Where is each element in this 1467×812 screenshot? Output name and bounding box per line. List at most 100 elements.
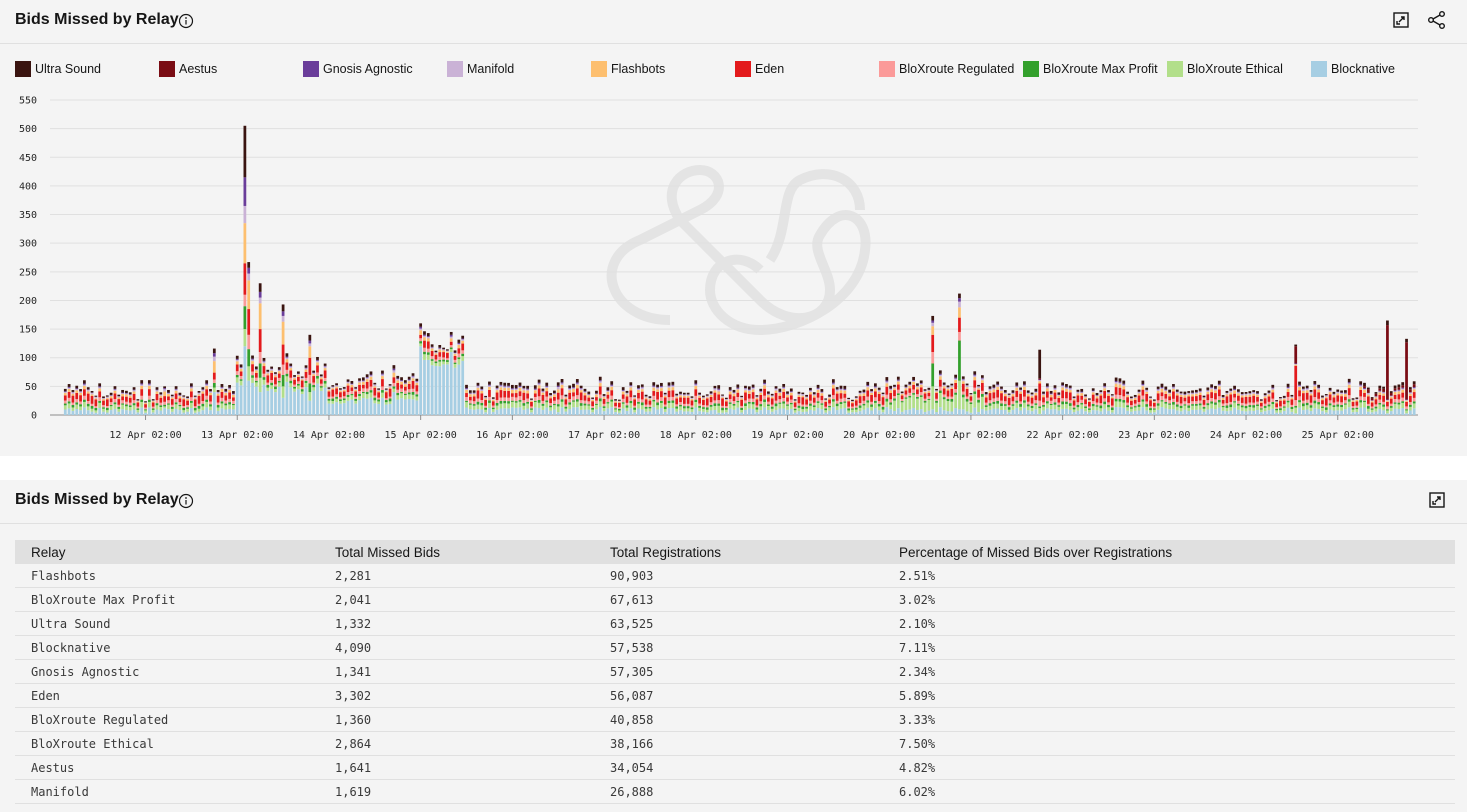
bar-segment-bloxroute-ethical <box>1183 405 1187 410</box>
bar-segment-gnosis-agnostic <box>400 380 403 381</box>
bar-segment-bloxroute-ethical <box>274 389 277 393</box>
bar-segment-ultra-sound <box>602 394 606 396</box>
bar-segment-bloxroute-ethical <box>339 401 342 404</box>
bar-segment-blocknative <box>174 408 178 415</box>
bar-segment-bloxroute-ethical <box>732 405 736 410</box>
maximize-icon[interactable] <box>1391 10 1411 30</box>
cell-registrations: 57,305 <box>594 659 883 684</box>
bar-segment-blocknative <box>927 410 931 415</box>
bar-segment-bloxroute-max-profit <box>1030 405 1034 408</box>
bar-segment-ultra-sound <box>522 385 526 389</box>
bar-segment-bloxroute-ethical <box>335 398 338 403</box>
bar-segment-gnosis-agnostic <box>1363 388 1366 390</box>
bar-segment-bloxroute-regulated <box>702 405 705 408</box>
column-header-total-registrations[interactable]: Total Registrations <box>594 540 883 564</box>
bar-segment-ultra-sound <box>339 388 342 390</box>
table-title: Bids Missed by Relay <box>15 491 179 508</box>
bar-segment-blocknative <box>606 408 610 415</box>
bar-segment-ultra-sound <box>789 388 793 392</box>
bar-segment-manifold <box>472 393 476 395</box>
bar-segment-bloxroute-ethical <box>468 404 472 410</box>
bar-segment-flashbots <box>1088 400 1091 402</box>
bar-segment-gnosis-agnostic <box>1217 383 1221 385</box>
bar-segment-blocknative <box>270 388 274 415</box>
bar-segment-eden <box>545 391 549 397</box>
bar-segment-bloxroute-max-profit <box>797 405 801 408</box>
bar-segment-bloxroute-max-profit <box>946 398 950 402</box>
bar-segment-flashbots <box>339 390 342 393</box>
share-icon[interactable] <box>1427 10 1447 30</box>
bar-segment-bloxroute-max-profit <box>1370 408 1374 410</box>
bar-segment-flashbots <box>1347 384 1351 389</box>
bar-segment-ultra-sound <box>1194 389 1198 393</box>
bar-segment-bloxroute-regulated <box>801 404 805 407</box>
info-icon[interactable] <box>178 493 194 509</box>
bar-segment-gnosis-agnostic <box>877 389 881 391</box>
bar-segment-manifold <box>304 368 308 370</box>
bar-segment-manifold <box>1267 393 1271 395</box>
column-header-total-missed-bids[interactable]: Total Missed Bids <box>319 540 594 564</box>
bar-segment-bloxroute-max-profit <box>1137 404 1141 407</box>
bar-segment-flashbots <box>1233 390 1236 394</box>
bar-segment-ultra-sound <box>1137 389 1141 392</box>
bar-segment-manifold <box>197 392 201 395</box>
bar-segment-bloxroute-max-profit <box>969 402 973 405</box>
bar-segment-eden <box>193 399 197 407</box>
bar-segment-blocknative <box>98 408 102 415</box>
bar-segment-blocknative <box>281 397 285 415</box>
bar-segment-gnosis-agnostic <box>449 334 453 337</box>
bar-segment-bloxroute-regulated <box>186 405 189 408</box>
bar-segment-bloxroute-regulated <box>86 401 90 404</box>
bar-segment-manifold <box>140 384 144 386</box>
bar-segment-blocknative <box>518 407 522 415</box>
bar-segment-blocknative <box>1049 409 1053 415</box>
bar-segment-ultra-sound <box>1366 387 1370 390</box>
bar-segment-bloxroute-regulated <box>369 386 373 391</box>
bar-segment-manifold <box>105 396 109 399</box>
bar-segment-bloxroute-max-profit <box>560 399 564 402</box>
bar-segment-bloxroute-max-profit <box>476 401 480 405</box>
bar-segment-gnosis-agnostic <box>778 391 782 393</box>
bar-segment-gnosis-agnostic <box>606 390 610 392</box>
bar-segment-gnosis-agnostic <box>820 391 824 393</box>
info-icon[interactable] <box>178 13 194 29</box>
bar-segment-ultra-sound <box>308 334 312 341</box>
bar-segment-ultra-sound <box>667 382 671 386</box>
bar-segment-ultra-sound <box>652 382 656 386</box>
column-header-percentage[interactable]: Percentage of Missed Bids over Registrat… <box>883 540 1455 564</box>
bar-segment-bloxroute-ethical <box>946 401 950 412</box>
bar-segment-blocknative <box>656 409 659 415</box>
bar-segment-ultra-sound <box>801 392 805 395</box>
bar-segment-bloxroute-max-profit <box>503 400 507 404</box>
bar-segment-ultra-sound <box>212 348 216 354</box>
bar-segment-gnosis-agnostic <box>251 358 254 360</box>
bar-segment-bloxroute-ethical <box>621 403 625 409</box>
bar-segment-bloxroute-regulated <box>209 401 212 405</box>
bar-segment-blocknative <box>1026 410 1030 415</box>
bar-segment-bloxroute-regulated <box>1068 400 1072 404</box>
bar-segment-bloxroute-regulated <box>770 404 774 407</box>
bar-segment-flashbots <box>400 381 403 385</box>
bar-segment-flashbots <box>1370 401 1374 403</box>
bar-segment-bloxroute-regulated <box>1309 402 1313 406</box>
column-header-relay[interactable]: Relay <box>15 540 319 564</box>
bar-segment-gnosis-agnostic <box>289 365 293 367</box>
bar-segment-eden <box>1305 392 1309 400</box>
bar-segment-manifold <box>904 387 908 389</box>
bar-segment-flashbots <box>1099 393 1103 396</box>
bar-segment-bloxroute-regulated <box>396 389 400 393</box>
bar-segment-bloxroute-ethical <box>828 407 831 411</box>
bar-segment-flashbots <box>350 384 354 388</box>
bar-segment-flashbots <box>1344 394 1347 397</box>
bar-segment-bloxroute-regulated <box>1237 400 1240 404</box>
bar-segment-ultra-sound <box>266 369 270 372</box>
bar-segment-bloxroute-ethical <box>560 401 564 408</box>
bar-segment-manifold <box>1095 395 1099 397</box>
bar-segment-manifold <box>514 389 518 390</box>
bar-segment-bloxroute-ethical <box>1401 402 1405 409</box>
bar-segment-blocknative <box>258 392 262 415</box>
bar-segment-bloxroute-ethical <box>186 408 189 412</box>
bar-segment-eden <box>201 393 205 402</box>
bar-segment-bloxroute-ethical <box>174 404 178 409</box>
maximize-icon[interactable] <box>1427 490 1447 510</box>
